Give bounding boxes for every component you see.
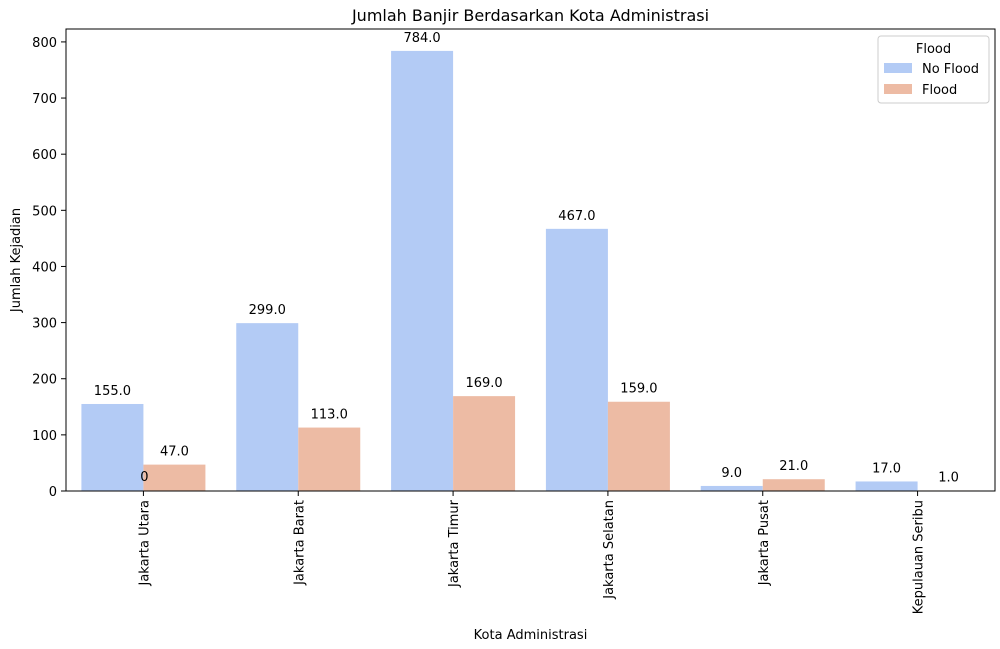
bar-value-label: 21.0 <box>779 459 808 474</box>
y-tick-label: 500 <box>32 204 57 219</box>
y-tick-label: 200 <box>32 373 57 388</box>
bar-flood <box>143 464 206 491</box>
bar-value-label: 155.0 <box>94 384 131 399</box>
legend-entry-label: Flood <box>922 83 957 98</box>
bar-value-label: 169.0 <box>465 376 502 391</box>
y-axis-title: Jumlah Kejadian <box>9 208 24 313</box>
bar-flood <box>298 427 361 491</box>
x-tick-label: Jakarta Utara <box>137 500 152 587</box>
bar-no-flood <box>236 323 299 491</box>
y-tick-label: 300 <box>32 317 57 332</box>
bar-flood <box>453 396 516 491</box>
bar-value-label: 784.0 <box>403 31 440 46</box>
x-tick-label: Kepulauan Seribu <box>912 500 927 614</box>
y-tick-label: 100 <box>32 429 57 444</box>
bar-flood <box>762 479 825 491</box>
y-tick-label: 700 <box>32 92 57 107</box>
bar-value-label: 17.0 <box>872 461 901 476</box>
bar-no-flood <box>700 485 763 491</box>
legend-entry-label: No Flood <box>922 62 979 77</box>
y-tick-label: 800 <box>32 36 57 51</box>
x-tick-label: Jakarta Timur <box>447 499 462 588</box>
y-tick-label: 600 <box>32 148 57 163</box>
bar-value-label: 1.0 <box>938 470 959 485</box>
y-tick-label: 400 <box>32 260 57 275</box>
bar-value-label: 113.0 <box>311 408 348 423</box>
legend-swatch <box>884 63 912 73</box>
bar-value-label: 299.0 <box>249 303 286 318</box>
bar-value-label: 467.0 <box>558 209 595 224</box>
y-tick-label: 0 <box>49 485 57 500</box>
bar-value-label: 159.0 <box>620 382 657 397</box>
x-tick-label: Jakarta Pusat <box>757 500 772 586</box>
bar-no-flood <box>391 50 454 492</box>
legend-title: Flood <box>916 42 951 57</box>
bar-flood <box>607 401 670 491</box>
bar-value-label: 9.0 <box>721 466 742 481</box>
bar-no-flood <box>81 403 144 491</box>
extra-annotation-label: 0 <box>140 470 148 485</box>
bar-no-flood <box>855 481 918 491</box>
legend-swatch <box>884 84 912 94</box>
chart-title: Jumlah Banjir Berdasarkan Kota Administr… <box>351 6 709 25</box>
x-tick-label: Jakarta Selatan <box>602 500 617 600</box>
bar-value-label: 47.0 <box>160 445 189 460</box>
x-axis-title: Kota Administrasi <box>474 628 588 643</box>
x-tick-label: Jakarta Barat <box>292 500 307 586</box>
bar-no-flood <box>545 228 608 491</box>
plot-frame <box>65 28 996 492</box>
